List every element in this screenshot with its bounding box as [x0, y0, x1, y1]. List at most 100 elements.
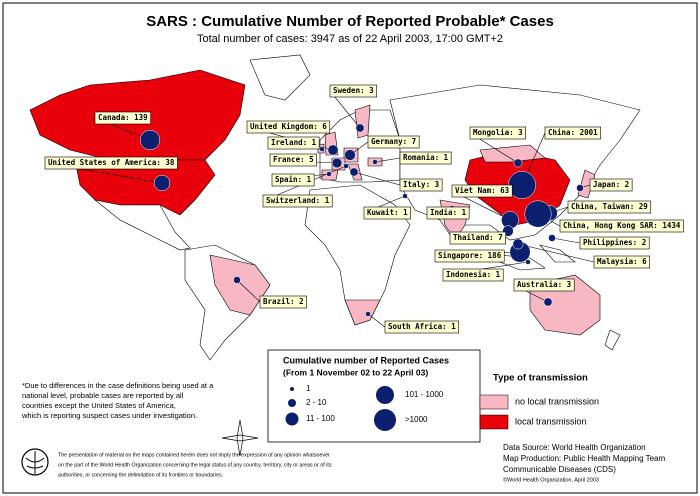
label-box: [44, 156, 178, 170]
country-labels: Canada: 139 United States of America: 38 U…: [44, 84, 684, 334]
case-bubble: [355, 123, 365, 133]
credit-line: Map Production: Public Health Mapping Te…: [503, 454, 666, 463]
country-label: Spain: 1: [275, 175, 312, 184]
label-box: [579, 236, 650, 250]
country-label: Romania: 1: [403, 153, 449, 162]
country-label: Philippines: 2: [583, 238, 646, 247]
footnote-line: countries except the United States of Am…: [22, 401, 176, 410]
transmission-item: local transmission: [515, 416, 587, 426]
label-box: [269, 153, 317, 167]
case-bubble: [512, 238, 524, 250]
country-label: Viet Nam: 63: [455, 186, 510, 195]
legend-class: 2 - 10: [306, 398, 327, 407]
label-box: [544, 126, 601, 140]
case-bubble: [365, 311, 371, 317]
case-bubble: [349, 167, 359, 177]
label-box: [384, 320, 460, 334]
case-bubble: [402, 193, 408, 199]
label-box: [267, 136, 320, 150]
legend-class: >1000: [405, 415, 428, 424]
leader-line: [367, 313, 386, 328]
disclaimer-line: The presentation of material on the maps…: [58, 452, 330, 458]
label-box: [262, 194, 333, 208]
footnote-line: *Due to differences in the case definiti…: [22, 381, 214, 390]
transmission-item: no local transmission: [515, 396, 599, 406]
country-label: Indonesia: 1: [446, 270, 501, 279]
label-box: [367, 135, 420, 149]
country-label: Japan: 2: [593, 180, 629, 189]
label-box: [593, 255, 650, 269]
label-box: [399, 178, 443, 192]
case-bubble: [344, 149, 356, 161]
case-bubble: [543, 297, 553, 307]
country-label: Brazil: 2: [263, 297, 304, 306]
bubbles: [139, 123, 584, 317]
legend-class: 101 - 1000: [405, 390, 444, 399]
subtitle: Total number of cases: 3947 as of 22 Apr…: [197, 33, 503, 45]
leader-line: [551, 237, 581, 244]
leader-line: [374, 157, 401, 163]
case-bubble: [548, 234, 556, 242]
footnote-line: which is reporting suspect cases under i…: [21, 411, 197, 420]
legend: Cumulative number of Reported Cases (Fro…: [267, 349, 599, 443]
disclaimer-line: authorities, or concerning the delimitat…: [58, 472, 223, 478]
country-label: China, Taiwan: 29: [571, 202, 648, 211]
country-label: Thailand: 7: [453, 233, 503, 242]
country-label: United States of America: 38: [48, 158, 175, 167]
country-label: Sweden: 3: [333, 86, 374, 95]
label-box: [246, 120, 331, 134]
who-logo: [21, 448, 49, 476]
country-label: Kuwait: 1: [367, 208, 408, 217]
compass: [221, 419, 259, 457]
credit-line: Data Source: World Health Organization: [503, 443, 646, 452]
country-label: Mongolia: 3: [473, 128, 523, 137]
case-bubble: [319, 146, 325, 152]
label-boxes: Canada: 139 United States of America: 38 U…: [44, 84, 684, 334]
case-bubble: [372, 159, 378, 165]
label-box: [399, 151, 452, 165]
legend-class: 1: [306, 384, 311, 393]
label-box: [426, 206, 470, 220]
country-label: Canada: 139: [98, 113, 148, 122]
credits: Data Source: World Health Organization M…: [503, 443, 666, 483]
transmission-title: Type of transmission: [493, 373, 588, 384]
country-label: South Africa: 1: [388, 322, 456, 331]
label-box: [567, 200, 652, 214]
title: SARS : Cumulative Number of Reported Pro…: [146, 13, 554, 30]
label-box: [589, 178, 633, 192]
label-box: [363, 206, 411, 220]
label-box: [559, 219, 684, 233]
country-label: Australia: 3: [517, 280, 572, 289]
credit-line: Communicable Diseases (CDS): [503, 465, 616, 474]
footnote: *Due to differences in the case definiti…: [21, 381, 214, 420]
country-label: Ireland: 1: [271, 138, 317, 147]
case-bubble: [327, 144, 339, 156]
disclaimer: The presentation of material on the maps…: [58, 452, 332, 478]
case-bubble: [513, 158, 523, 168]
leader-line: [236, 279, 261, 303]
case-bubble: [233, 276, 241, 284]
country-label: Italy: 3: [403, 180, 440, 189]
disclaimer-line: on the part of the World Health Organiza…: [58, 462, 332, 468]
case-bubble: [576, 184, 584, 192]
case-bubble: [331, 157, 343, 169]
country-label: India: 1: [430, 208, 467, 217]
label-box: [94, 111, 151, 125]
label-box: [513, 278, 575, 292]
country-label: France: 5: [273, 155, 314, 164]
label-box: [449, 231, 506, 245]
case-bubble: [326, 171, 332, 177]
country-label: United Kingdom: 6: [250, 122, 327, 131]
country-label: Germany: 7: [371, 137, 416, 146]
credit-line: ©World Health Organization, April 2003: [503, 476, 599, 483]
case-bubble: [139, 129, 161, 151]
label-box: [259, 295, 307, 309]
leader-line: [517, 243, 595, 263]
label-box: [442, 268, 504, 282]
case-bubble: [525, 259, 531, 265]
case-bubble: [343, 163, 349, 169]
label-box: [451, 184, 513, 198]
country-label: Malaysia: 6: [597, 257, 647, 266]
label-box: [329, 84, 377, 98]
